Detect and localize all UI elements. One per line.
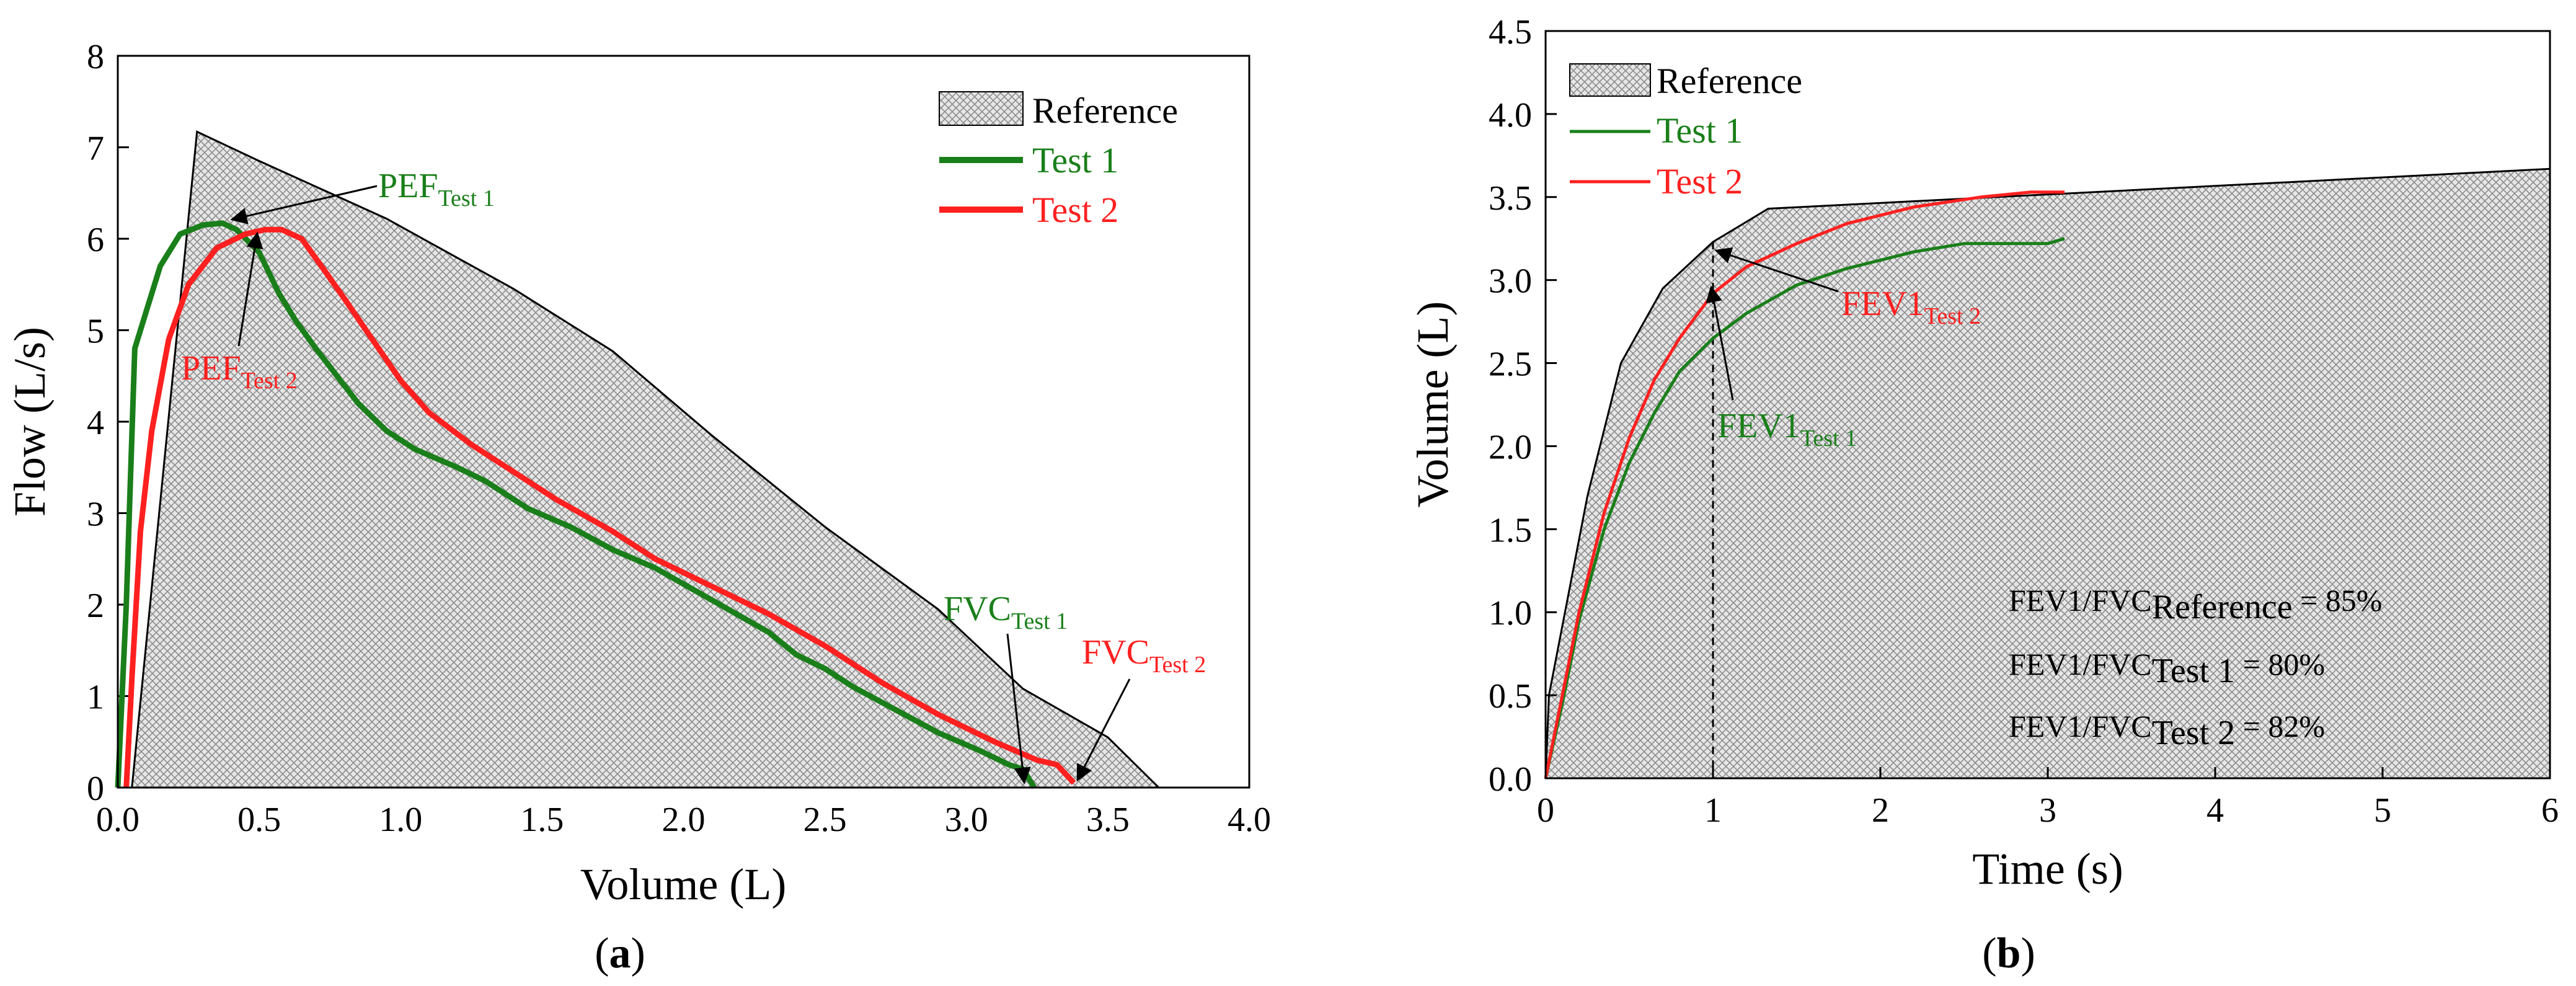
panel-a-caption: (a)	[595, 930, 645, 977]
panel-b-y-tick-label: 4.5	[1489, 13, 1532, 51]
legend-reference-label: Reference	[1657, 61, 1802, 101]
legend-test2-label: Test 2	[1032, 190, 1118, 230]
annotation-fvc-test2: FVCTest 2	[1082, 633, 1206, 678]
annotation-pef-test2: PEFTest 2	[181, 349, 298, 394]
panel-a-y-tick-label: 0	[87, 770, 104, 808]
panel-a-x-tick-labels: 0.0 0.5 1.0 1.5 2.0 2.5 3.0 3.5 4.0	[96, 801, 1271, 839]
panel-a-plot-frame	[117, 55, 1250, 789]
panel-a-y-tick-label: 6	[87, 221, 104, 259]
panel-b-y-tick-label: 2.0	[1489, 428, 1532, 466]
panel-a-y-tick-label: 1	[87, 678, 104, 717]
panel-a-annotations: PEFTest 1 PEFTest 2 FVCTest 1 FVCTest 2	[181, 167, 1206, 784]
panel-b-x-tick-labels: 0 1 2 3 4 5 6	[1537, 791, 2559, 830]
panel-a-test2-line	[123, 226, 1076, 788]
legend-test2-label: Test 2	[1657, 161, 1743, 202]
panel-a-x-tick-label: 2.5	[803, 801, 847, 839]
panel-a-y-tick-label: 2	[87, 587, 104, 625]
panel-b-x-axis-label: Time (s)	[1972, 844, 2123, 894]
legend-reference-swatch	[939, 91, 1024, 126]
panel-a-y-tick-label: 5	[87, 313, 104, 351]
arrow-fev1-test2	[1714, 247, 1839, 293]
panel-a-y-tick-label: 3	[87, 495, 104, 534]
panel-a-x-tick-label: 0.0	[96, 801, 139, 839]
arrow-fvc-test2	[1076, 678, 1131, 782]
arrow-fev1-test1	[1706, 285, 1734, 401]
panel-a-legend: Reference Test 1 Test 2	[939, 91, 1178, 230]
annotation-pef-test1: PEFTest 1	[378, 167, 495, 211]
arrow-pef-test2	[237, 231, 263, 347]
panel-a-y-tick-labels: 0 1 2 3 4 5 6 7 8	[87, 38, 104, 808]
panel-b-x-tick-label: 3	[2039, 791, 2056, 830]
arrow-pef-test1	[230, 185, 378, 224]
panel-b-ticks	[1544, 30, 2551, 779]
panel-b-caption: (b)	[1982, 930, 2035, 977]
panel-b-y-tick-labels: 0.0 0.5 1.0 1.5 2.0 2.5 3.0 3.5 4.0 4.5	[1489, 13, 1532, 799]
ratio-reference: FEV1/FVCReference = 85%	[2009, 583, 2382, 626]
panel-b-x-tick-label: 2	[1872, 791, 1889, 830]
panel-b-y-axis-label: Volume (L)	[1408, 301, 1458, 508]
panel-b-x-tick-label: 0	[1537, 791, 1554, 830]
annotation-fvc-test1: FVCTest 1	[944, 590, 1068, 634]
panel-b-y-tick-label: 0.5	[1489, 677, 1532, 716]
panel-b-y-tick-label: 3.0	[1489, 262, 1532, 301]
panel-b-x-tick-label: 6	[2541, 791, 2559, 830]
panel-b-y-tick-label: 2.5	[1489, 345, 1532, 384]
panel-b-legend: Reference Test 1 Test 2	[1569, 61, 1802, 202]
panel-a-y-tick-label: 4	[87, 404, 104, 442]
panel-a-x-axis-label: Volume (L)	[580, 859, 787, 909]
legend-test1-label: Test 1	[1032, 140, 1118, 180]
annotation-fev1-test1: FEV1Test 1	[1717, 407, 1857, 451]
panel-b-test1-line	[1544, 237, 2065, 779]
panel-b-y-tick-label: 3.5	[1489, 179, 1532, 218]
panel-b-x-tick-label: 1	[1704, 791, 1722, 830]
legend-reference-label: Reference	[1032, 91, 1178, 131]
legend-test1-label: Test 1	[1657, 110, 1743, 151]
panel-b-volume-time: 0 1 2 3 4 5 6 0.0 0.5 1.0 1.5 2.0 2.5 3.0 3.5 4.0 4.5 T…	[1408, 13, 2559, 977]
panel-b-ratios: FEV1/FVCReference = 85% FEV1/FVCTest 1 =…	[2009, 583, 2382, 752]
panel-a-x-tick-label: 3.0	[945, 801, 988, 839]
panel-b-y-tick-label: 1.0	[1489, 594, 1532, 633]
panel-b-y-tick-label: 4.0	[1489, 96, 1532, 135]
panel-b-x-tick-label: 4	[2206, 791, 2224, 830]
panel-a-y-axis-label: Flow (L/s)	[5, 327, 55, 517]
panel-a-x-tick-label: 2.0	[662, 801, 706, 839]
panel-b-y-tick-label: 0.0	[1489, 760, 1532, 799]
panel-a-x-tick-label: 1.5	[520, 801, 564, 839]
panel-a-x-tick-label: 1.0	[379, 801, 422, 839]
annotation-fev1-test2: FEV1Test 2	[1841, 285, 1981, 329]
panel-a-x-tick-label: 4.0	[1228, 801, 1271, 839]
panel-b-x-tick-label: 5	[2374, 791, 2391, 830]
panel-a-y-tick-label: 7	[87, 130, 104, 168]
panel-b-y-tick-label: 1.5	[1489, 511, 1532, 549]
legend-reference-swatch	[1569, 63, 1651, 97]
panel-a-reference-area	[131, 130, 1161, 789]
panel-a-test1-line	[115, 220, 1037, 789]
panel-a-flow-volume: 0.0 0.5 1.0 1.5 2.0 2.5 3.0 3.5 4.0 0 1 2 3 4 5 6 7 8 Vo…	[5, 38, 1271, 977]
arrow-fvc-test1	[1006, 633, 1031, 784]
ratio-test1: FEV1/FVCTest 1 = 80%	[2009, 647, 2325, 690]
panel-a-x-tick-label: 3.5	[1086, 801, 1130, 839]
panel-b-reference-area	[1544, 167, 2551, 779]
panel-a-y-tick-label: 8	[87, 38, 104, 76]
ratio-test2: FEV1/FVCTest 2 = 82%	[2009, 709, 2325, 752]
panel-a-x-tick-label: 0.5	[237, 801, 281, 839]
panel-b-annotations: FEV1Test 2 FEV1Test 1	[1706, 247, 1981, 451]
